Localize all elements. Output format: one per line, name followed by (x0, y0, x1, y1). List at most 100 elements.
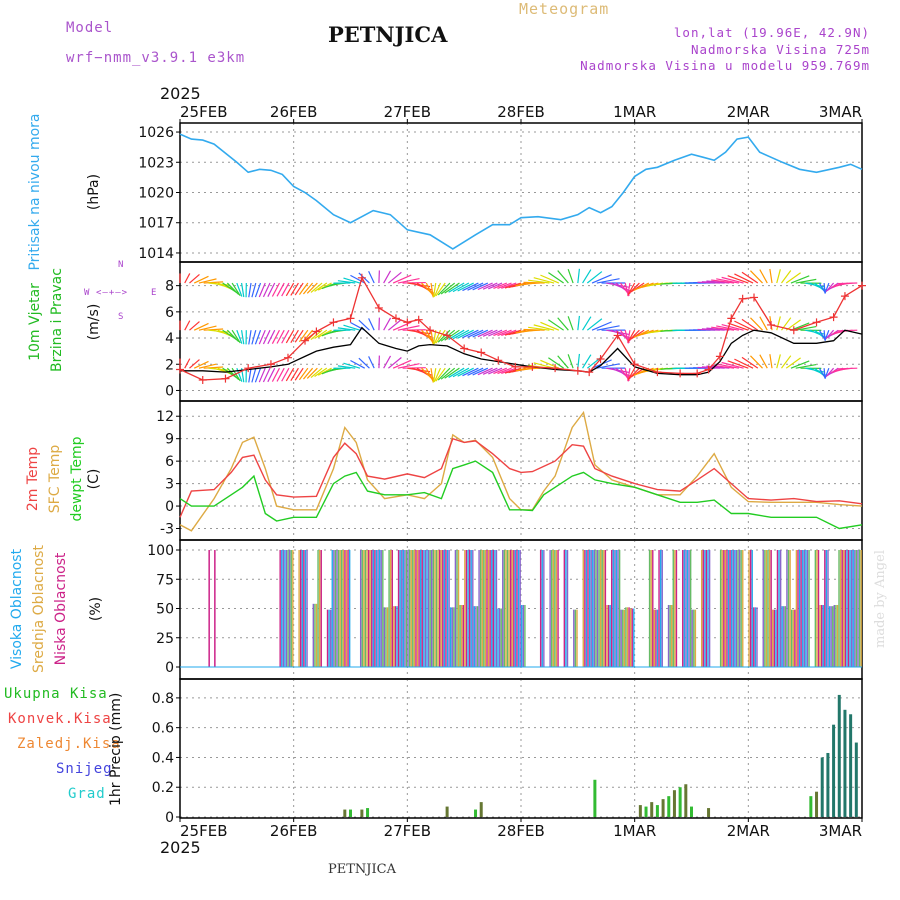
cloud-bar (787, 550, 790, 667)
wind-arrow (189, 359, 200, 369)
cloud-bar (803, 550, 806, 667)
wind-arrow (317, 329, 332, 338)
wind-speed-line (180, 326, 863, 376)
wind-arrow (435, 367, 446, 382)
wind-arrow (457, 329, 474, 339)
cloud-bar (742, 550, 744, 667)
cloud-bar (850, 550, 853, 667)
wind-gust-marker (198, 375, 207, 384)
wind-arrow (477, 329, 493, 338)
precip-bar (690, 806, 693, 817)
wind-gust-marker (613, 331, 622, 340)
cloud-bar (552, 550, 555, 667)
cloud-bar (828, 606, 831, 667)
wind-arrow (317, 367, 332, 376)
cloud-bar (748, 550, 750, 667)
wind-arrow (472, 282, 489, 291)
x-day-label-bottom: 26FEB (270, 822, 317, 840)
cloud-bar (762, 550, 764, 667)
wind-arrow (567, 316, 574, 331)
precip-bar (445, 806, 449, 817)
wind-arrow (258, 367, 266, 383)
cloud-bar (405, 550, 408, 667)
cloud-bar (628, 607, 630, 667)
wind-arrow (741, 318, 759, 331)
wind-arrow (306, 282, 318, 294)
precip-ytick-label: 0.2 (152, 780, 174, 796)
cloud-bar (565, 550, 567, 667)
cloud-bar (730, 550, 733, 667)
wind-arrow (741, 271, 759, 284)
precip-bar (655, 805, 659, 817)
cloud-bar (817, 550, 820, 667)
cloud-bar (650, 550, 652, 667)
cloud-bar (399, 550, 401, 667)
cloud-ytick-label: 100 (147, 543, 174, 559)
cloud-bar (420, 550, 422, 667)
wind-arrow (497, 282, 512, 289)
pressure-ytick-label: 1014 (138, 246, 174, 262)
wind-arrow (567, 268, 574, 284)
cloud-bar (593, 550, 596, 667)
cloud-bar (841, 550, 843, 667)
cloud-bar (383, 607, 386, 667)
wind-arrow (759, 269, 768, 284)
cloud-bar (847, 550, 850, 667)
cloud-bar (336, 550, 338, 667)
wind-gust-marker (494, 356, 503, 365)
cloud-bar (683, 550, 686, 667)
wind-arrow (721, 361, 744, 369)
wind-arrow (533, 362, 555, 369)
wind-arrow (392, 274, 412, 284)
wind-arrow (706, 365, 730, 369)
cloud-bar (849, 550, 851, 667)
wind-arrow (633, 282, 650, 291)
cloud-bar (333, 550, 335, 667)
wind-arrow (343, 324, 361, 331)
cloud-bar (364, 550, 367, 667)
wind-arrow (262, 329, 271, 345)
cloud-bar (375, 550, 378, 667)
cloud-bar (516, 550, 518, 667)
wind-arrow (482, 367, 498, 375)
wind-arrow (276, 367, 285, 382)
wind-arrow (721, 323, 744, 331)
cloud-bar (342, 550, 345, 667)
wind-arrow (523, 281, 545, 284)
wind-arrow (368, 356, 375, 369)
cloud-bar (483, 550, 485, 667)
x-day-label-top: 25FEB (180, 103, 227, 121)
cloud-bar (341, 550, 343, 667)
wind-arrow (248, 368, 252, 383)
wind-gust-marker (789, 326, 798, 335)
wind-arrow (630, 329, 645, 340)
wind-arrow (271, 329, 280, 344)
wind-arrow (285, 329, 295, 344)
cloud-bar (797, 550, 799, 667)
cloud-bar (522, 604, 524, 667)
wind-gust-marker (477, 348, 486, 357)
wind-arrow (630, 282, 645, 293)
cloud-bar (494, 550, 496, 667)
cloud-bar (424, 550, 427, 667)
wind-arrow (198, 363, 217, 369)
wind-arrow (497, 329, 512, 337)
cloud-bar (659, 550, 662, 667)
cloud-bar (330, 609, 332, 667)
cloud-bar (585, 550, 588, 667)
wind-arrow (548, 357, 564, 369)
wind-arrow (444, 367, 460, 379)
wind-arrow (314, 282, 328, 292)
wind-arrow (203, 281, 224, 284)
cloud-bar (779, 550, 782, 667)
cloud-bar (607, 604, 610, 667)
wind-arrow (567, 354, 574, 369)
precip-bar (349, 809, 352, 817)
wind-arrow (448, 367, 465, 378)
wind-arrow (591, 321, 612, 331)
cloud-bar (802, 550, 804, 667)
precip-bar (826, 752, 830, 817)
wind-gust-marker (443, 331, 452, 340)
cloud-bar (784, 606, 787, 667)
